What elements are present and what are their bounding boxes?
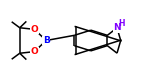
Text: O: O — [30, 25, 38, 34]
Text: B: B — [43, 36, 50, 45]
Text: N: N — [113, 23, 121, 32]
Text: O: O — [30, 47, 38, 56]
Text: H: H — [118, 19, 124, 28]
